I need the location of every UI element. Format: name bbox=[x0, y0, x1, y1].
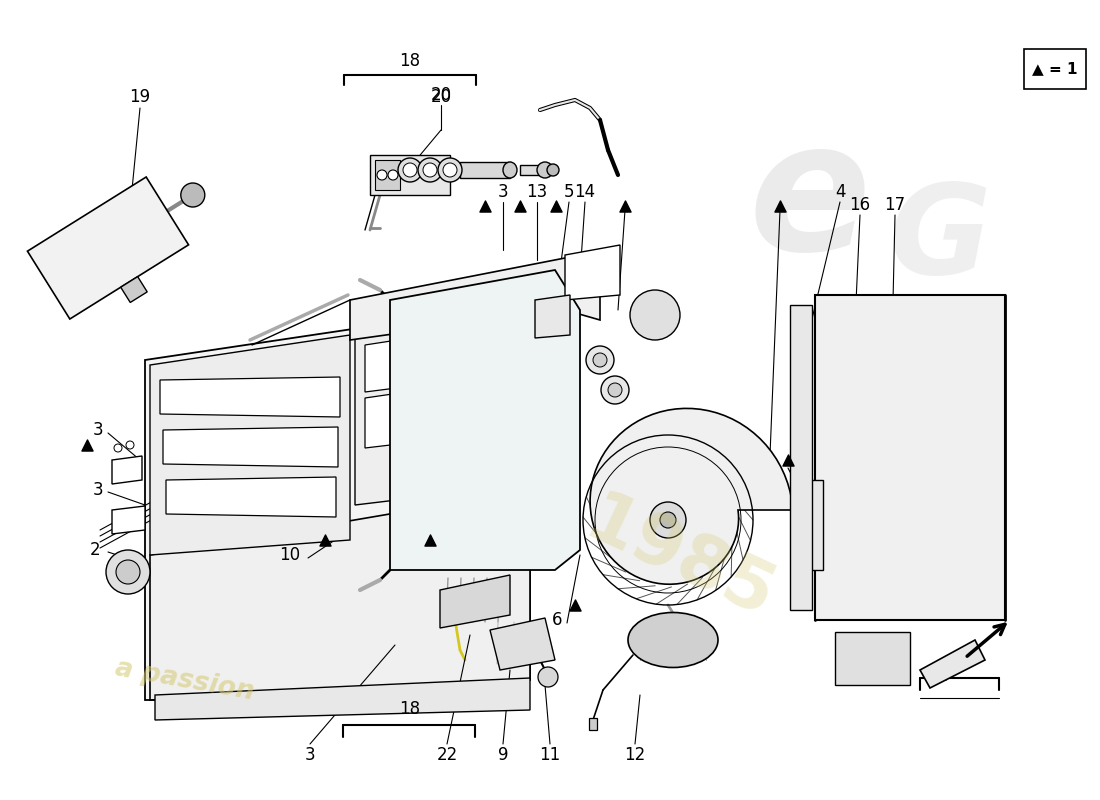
Point bbox=[566, 598, 584, 611]
Text: 14: 14 bbox=[574, 183, 595, 201]
Polygon shape bbox=[590, 409, 793, 584]
Ellipse shape bbox=[628, 613, 718, 667]
Text: 20: 20 bbox=[430, 88, 452, 106]
Polygon shape bbox=[355, 318, 480, 505]
Polygon shape bbox=[835, 632, 910, 685]
Polygon shape bbox=[112, 456, 142, 484]
Polygon shape bbox=[365, 328, 475, 392]
Polygon shape bbox=[28, 177, 188, 319]
Text: 4: 4 bbox=[835, 183, 845, 201]
Text: 17: 17 bbox=[884, 196, 905, 214]
Polygon shape bbox=[535, 295, 570, 338]
Point bbox=[316, 534, 333, 546]
Point bbox=[616, 199, 634, 212]
Polygon shape bbox=[155, 678, 530, 720]
Circle shape bbox=[650, 502, 686, 538]
Circle shape bbox=[537, 162, 553, 178]
Text: 16: 16 bbox=[849, 196, 870, 214]
Circle shape bbox=[180, 183, 205, 207]
Text: G: G bbox=[889, 179, 991, 301]
Polygon shape bbox=[390, 270, 580, 570]
Text: e: e bbox=[749, 112, 871, 288]
Text: 10: 10 bbox=[279, 546, 300, 564]
Text: 12: 12 bbox=[625, 746, 646, 764]
Circle shape bbox=[593, 353, 607, 367]
Circle shape bbox=[418, 158, 442, 182]
Polygon shape bbox=[460, 162, 510, 178]
Text: 3: 3 bbox=[92, 481, 103, 499]
Text: 8: 8 bbox=[393, 546, 404, 564]
Polygon shape bbox=[790, 305, 812, 610]
Polygon shape bbox=[565, 245, 620, 300]
Circle shape bbox=[630, 290, 680, 340]
Circle shape bbox=[538, 667, 558, 687]
Circle shape bbox=[106, 550, 150, 594]
Circle shape bbox=[443, 163, 456, 177]
Circle shape bbox=[547, 164, 559, 176]
Text: 22: 22 bbox=[437, 746, 458, 764]
Text: 3: 3 bbox=[497, 183, 508, 201]
Polygon shape bbox=[48, 189, 176, 302]
Circle shape bbox=[608, 383, 622, 397]
Polygon shape bbox=[793, 480, 823, 570]
Text: 3: 3 bbox=[305, 746, 316, 764]
Circle shape bbox=[388, 170, 398, 180]
Polygon shape bbox=[150, 335, 350, 555]
Circle shape bbox=[398, 158, 422, 182]
Polygon shape bbox=[350, 258, 600, 340]
Circle shape bbox=[116, 560, 140, 584]
Circle shape bbox=[424, 163, 437, 177]
Polygon shape bbox=[163, 427, 338, 467]
Polygon shape bbox=[365, 382, 475, 448]
Circle shape bbox=[586, 346, 614, 374]
Text: 1985: 1985 bbox=[574, 486, 785, 634]
Polygon shape bbox=[166, 477, 336, 517]
Circle shape bbox=[601, 376, 629, 404]
Point bbox=[771, 199, 789, 212]
Text: 20: 20 bbox=[430, 86, 452, 104]
Circle shape bbox=[126, 441, 134, 449]
Text: 18: 18 bbox=[398, 700, 420, 718]
Text: 2: 2 bbox=[90, 541, 100, 559]
Point bbox=[78, 438, 96, 451]
Point bbox=[512, 199, 529, 212]
Polygon shape bbox=[145, 310, 530, 700]
Polygon shape bbox=[150, 490, 530, 700]
Ellipse shape bbox=[503, 162, 517, 178]
Text: 19: 19 bbox=[130, 88, 151, 106]
Polygon shape bbox=[490, 618, 556, 670]
Point bbox=[476, 199, 494, 212]
Text: ▲ = 1: ▲ = 1 bbox=[1032, 62, 1078, 77]
Polygon shape bbox=[520, 165, 544, 175]
Text: 5: 5 bbox=[563, 183, 574, 201]
Point bbox=[421, 534, 439, 546]
Text: 9: 9 bbox=[497, 746, 508, 764]
Point bbox=[547, 199, 564, 212]
Circle shape bbox=[660, 512, 676, 528]
Polygon shape bbox=[440, 575, 510, 628]
Polygon shape bbox=[815, 295, 1005, 620]
Polygon shape bbox=[920, 640, 984, 688]
Polygon shape bbox=[375, 160, 400, 190]
Circle shape bbox=[403, 163, 417, 177]
Text: 24: 24 bbox=[928, 667, 950, 685]
Polygon shape bbox=[370, 155, 450, 195]
Circle shape bbox=[377, 170, 387, 180]
Point bbox=[779, 454, 796, 466]
Text: 6: 6 bbox=[552, 611, 562, 629]
Circle shape bbox=[438, 158, 462, 182]
Polygon shape bbox=[588, 718, 597, 730]
Text: 18: 18 bbox=[399, 52, 420, 70]
Text: a passion: a passion bbox=[113, 655, 256, 705]
Text: 3: 3 bbox=[92, 421, 103, 439]
Polygon shape bbox=[112, 506, 145, 534]
Polygon shape bbox=[121, 277, 147, 302]
Text: 13: 13 bbox=[527, 183, 548, 201]
FancyBboxPatch shape bbox=[1024, 49, 1086, 89]
Text: 11: 11 bbox=[539, 746, 561, 764]
Polygon shape bbox=[160, 377, 340, 417]
Circle shape bbox=[114, 444, 122, 452]
